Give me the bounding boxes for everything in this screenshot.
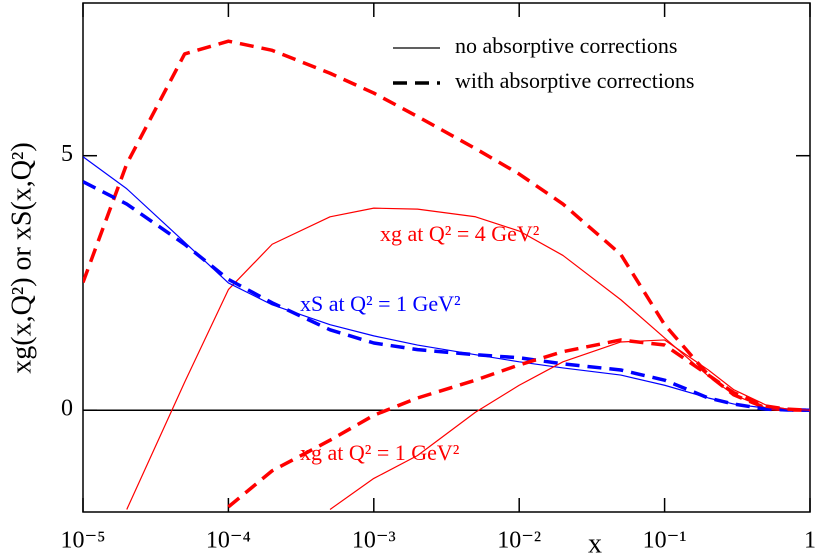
x-tick-label: 10⁻² (497, 528, 541, 554)
y-axis-label: xg(x,Q²) or xS(x,Q²) (6, 142, 37, 373)
annotation: xg at Q² = 4 GeV² (380, 221, 540, 246)
x-axis-label: x (588, 528, 602, 559)
x-tick-label: 10⁻⁵ (60, 528, 105, 554)
plot-lines (83, 39, 810, 510)
x-tick-label: 10⁻³ (352, 528, 396, 554)
y-tick-label: 0 (61, 396, 73, 422)
y-tick-label: 5 (61, 141, 73, 167)
annotation: xS at Q² = 1 GeV² (300, 291, 461, 316)
series-line (83, 180, 810, 412)
series-line (83, 39, 810, 412)
x-tick-label: 10⁻⁴ (206, 528, 251, 554)
plot-frame (82, 2, 811, 513)
series-line (227, 338, 810, 509)
series-line (83, 156, 810, 411)
legend-label: no absorptive corrections (455, 33, 677, 58)
legend-label: with absorptive corrections (455, 68, 695, 93)
x-tick-label: 10⁻¹ (643, 528, 687, 554)
x-tick-label: 1 (804, 528, 815, 554)
series-line (126, 207, 810, 510)
